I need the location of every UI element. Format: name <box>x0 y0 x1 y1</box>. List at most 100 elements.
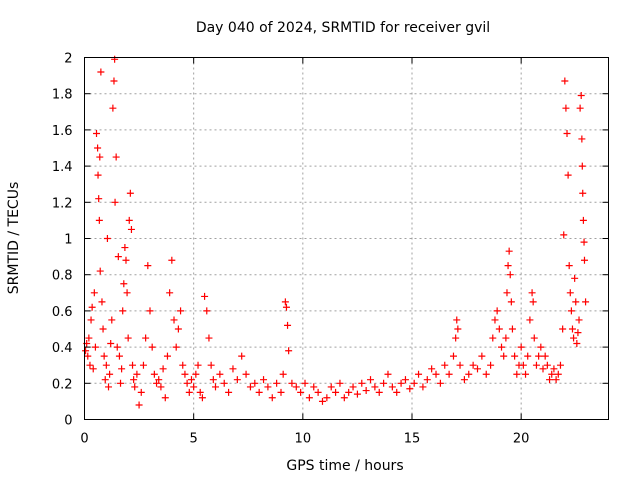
data-point <box>573 339 581 347</box>
data-point <box>580 256 588 264</box>
data-point <box>86 361 94 369</box>
data-point <box>511 352 519 360</box>
data-point <box>548 370 556 378</box>
data-point <box>174 325 182 333</box>
data-point <box>170 316 178 324</box>
data-point <box>198 394 206 402</box>
data-point <box>577 92 585 100</box>
data-point <box>114 253 122 261</box>
data-point <box>85 334 93 342</box>
data-point <box>90 289 98 297</box>
data-point <box>166 289 174 297</box>
data-point <box>106 370 114 378</box>
data-point <box>491 316 499 324</box>
data-point <box>423 376 431 384</box>
data-point <box>137 388 145 396</box>
data-point <box>103 235 111 242</box>
data-point <box>415 370 423 378</box>
data-point <box>564 171 572 179</box>
data-point <box>88 303 96 311</box>
data-point <box>571 274 579 282</box>
data-point <box>428 365 436 373</box>
data-point <box>478 352 486 360</box>
data-point <box>117 379 125 387</box>
data-point <box>436 379 444 387</box>
data-point <box>124 334 132 342</box>
y-tick-label: 0.8 <box>52 269 73 284</box>
data-point <box>177 307 185 315</box>
data-point <box>242 370 250 378</box>
data-point <box>327 383 335 391</box>
data-point <box>532 361 540 369</box>
data-point <box>572 298 580 306</box>
data-point <box>194 361 202 369</box>
data-point <box>554 370 562 378</box>
data-point <box>121 244 129 252</box>
data-point <box>285 347 293 355</box>
data-point <box>277 388 285 396</box>
data-point <box>125 216 133 224</box>
data-point <box>362 387 370 395</box>
y-tick-label: 1.8 <box>52 88 73 103</box>
data-point <box>578 162 586 170</box>
data-point <box>122 256 130 264</box>
data-point <box>120 280 128 288</box>
data-point <box>282 303 290 311</box>
data-point <box>375 388 383 396</box>
x-tick-label: 20 <box>513 432 530 447</box>
data-point <box>153 379 161 387</box>
data-point <box>503 289 511 297</box>
data-point <box>157 383 165 391</box>
data-point <box>284 321 292 329</box>
data-point <box>255 388 263 396</box>
data-point <box>131 383 139 391</box>
data-point <box>567 307 575 315</box>
data-point <box>561 77 569 85</box>
data-point <box>168 256 176 264</box>
data-point <box>297 388 305 396</box>
data-point <box>552 376 560 384</box>
data-point <box>576 104 584 112</box>
y-axis-label: SRMTID / TECUs <box>6 182 22 295</box>
y-tick-label: 1.6 <box>52 124 73 139</box>
data-point <box>212 383 219 391</box>
data-point <box>126 189 134 197</box>
data-point <box>98 298 106 306</box>
data-point <box>345 388 353 396</box>
data-point <box>192 370 200 378</box>
data-point <box>91 343 99 351</box>
data-point <box>301 379 309 387</box>
data-point <box>102 361 110 369</box>
data-point <box>87 316 95 324</box>
data-point <box>172 343 180 351</box>
data-point <box>99 325 107 333</box>
data-point <box>161 394 169 402</box>
y-tick-label: 2 <box>64 52 72 67</box>
data-point <box>566 289 574 297</box>
data-point <box>93 130 101 138</box>
data-point <box>144 262 152 270</box>
data-point <box>96 267 104 275</box>
data-point <box>371 383 379 391</box>
data-point <box>205 334 213 342</box>
data-point <box>185 388 193 396</box>
data-point <box>353 390 361 398</box>
data-point <box>406 385 414 393</box>
data-point <box>84 352 92 360</box>
data-point <box>207 361 215 369</box>
data-point <box>401 376 409 384</box>
data-point <box>380 379 388 387</box>
data-point <box>493 307 501 315</box>
data-point <box>563 130 571 138</box>
y-tick-label: 1.2 <box>52 196 73 211</box>
y-tick-label: 0.2 <box>52 377 73 392</box>
data-point <box>419 383 427 391</box>
data-point <box>187 376 195 384</box>
data-point <box>529 298 537 306</box>
data-point <box>129 361 137 369</box>
data-point <box>133 370 141 378</box>
data-point <box>449 352 457 360</box>
data-point <box>384 370 392 378</box>
data-point <box>543 361 551 369</box>
data-point <box>225 388 233 396</box>
